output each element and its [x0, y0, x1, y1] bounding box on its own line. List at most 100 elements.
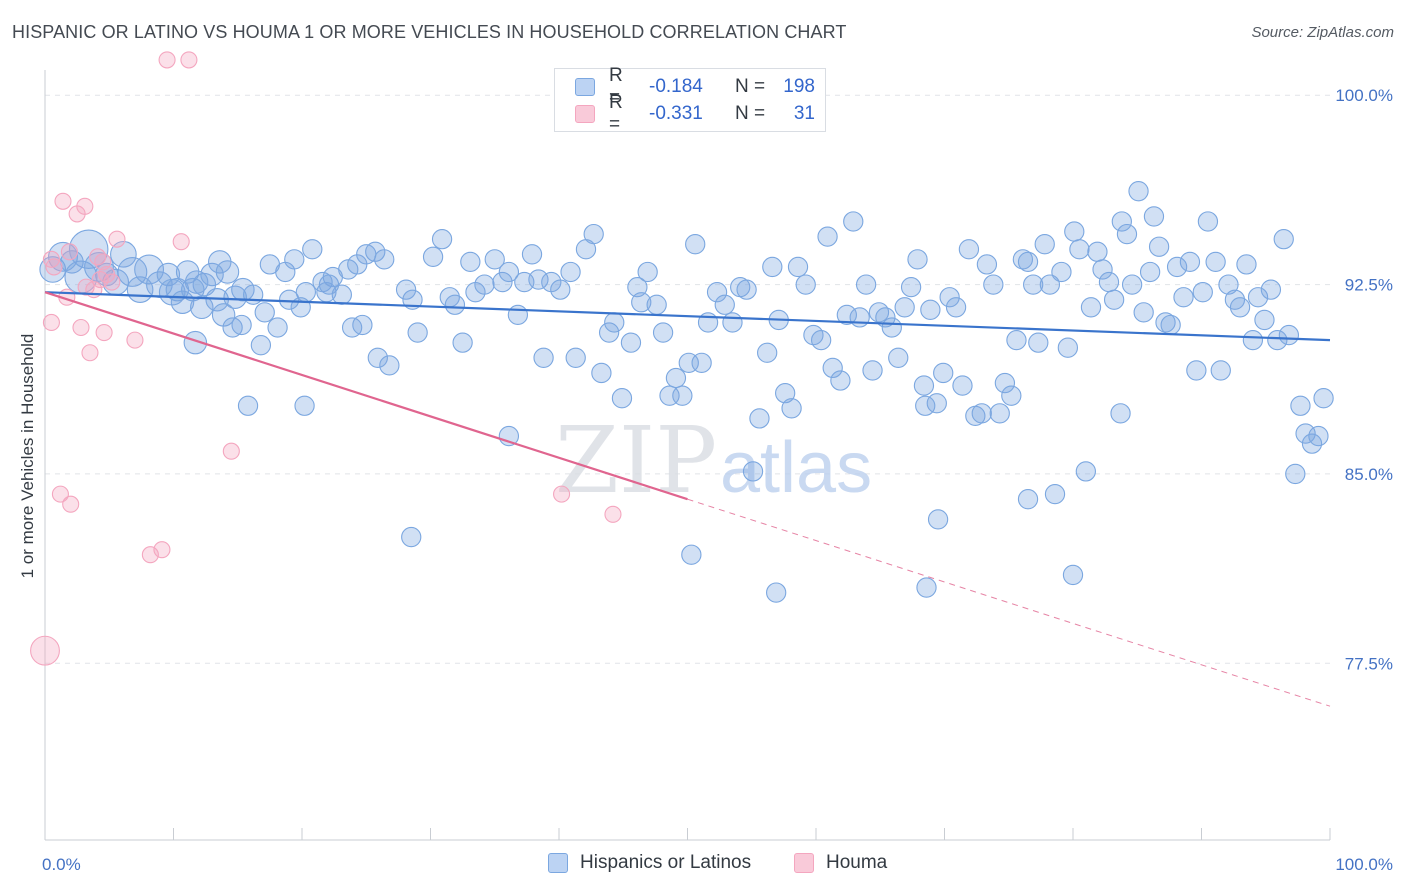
hispanic-point-131: [913, 375, 935, 396]
chart-title: HISPANIC OR LATINO VS HOUMA 1 OR MORE VE…: [12, 22, 847, 42]
hispanic-point-163: [1103, 289, 1125, 310]
hispanic-point-115: [810, 329, 832, 351]
hispanic-point-125: [875, 307, 896, 328]
series-legend-hispanic[interactable]: Hispanics or Latinos: [548, 852, 751, 874]
y-tick-label-0: 100.0%: [1335, 86, 1393, 105]
hispanic-point-64: [444, 294, 466, 315]
legend-r-label: R =: [609, 65, 623, 108]
hispanic-point-182: [1218, 274, 1239, 295]
hispanic-point-102: [722, 312, 743, 333]
hispanic-point-91: [646, 294, 667, 315]
trend-line-houma-extension: [687, 498, 1331, 707]
houma-point-30: [94, 253, 112, 271]
houma-point-25: [172, 233, 190, 251]
hispanic-point-8: [110, 240, 137, 268]
hispanic-point-51: [374, 249, 395, 270]
hispanic-point-159: [1080, 297, 1102, 318]
hispanic-point-100: [706, 282, 728, 303]
houma-point-13: [81, 344, 99, 362]
hispanic-point-37: [267, 317, 288, 338]
hispanic-point-121: [849, 307, 870, 328]
hispanic-point-118: [830, 370, 851, 391]
legend-n-value: 31: [793, 103, 815, 124]
hispanic-point-151: [1034, 234, 1055, 255]
houma-point-3: [45, 258, 63, 276]
hispanic-point-110: [775, 382, 796, 404]
hispanic-point-153: [1044, 483, 1066, 505]
hispanic-point-88: [627, 276, 648, 298]
tick-labels: 100.0% 92.5% 85.0% 77.5% 0.0% 100.0%: [42, 86, 1393, 874]
hispanic-point-95: [672, 385, 693, 406]
grid-lines: [45, 94, 1330, 664]
hispanic-point-11: [134, 254, 165, 285]
hispanic-point-132: [920, 299, 941, 320]
hispanic-point-38: [237, 395, 259, 416]
hispanic-point-140: [971, 403, 992, 424]
hispanic-point-191: [1273, 228, 1294, 250]
watermark-zip: ZIP: [555, 407, 717, 514]
hispanic-point-101: [714, 294, 735, 315]
trend-line-houma: [44, 291, 688, 501]
hispanic-point-35: [231, 314, 252, 336]
hispanic-point-87: [620, 332, 642, 353]
hispanic-point-92: [652, 322, 674, 343]
hispanic-point-209: [1111, 211, 1132, 232]
houma-point-27: [222, 442, 240, 460]
hispanic-point-71: [498, 261, 520, 283]
series-legend-houma[interactable]: Houma: [794, 852, 887, 874]
houma-point-7: [60, 243, 78, 261]
watermark: ZIP atlas: [555, 407, 872, 514]
legend-swatch-houma: [575, 105, 595, 123]
hispanic-point-119: [836, 304, 857, 326]
hispanic-point-164: [1110, 403, 1131, 424]
hispanic-point-59: [402, 289, 423, 310]
hispanic-point-82: [583, 223, 604, 245]
hispanic-point-27: [231, 277, 255, 302]
hispanic-point-53: [331, 284, 352, 305]
hispanic-point-138: [958, 239, 980, 260]
hispanic-point-36: [250, 335, 272, 356]
hispanic-point-113: [795, 274, 816, 295]
hispanic-point-161: [1092, 259, 1113, 280]
hispanic-point-18: [200, 262, 224, 287]
hispanic-point-94: [665, 367, 687, 389]
hispanic-point-76: [533, 347, 554, 368]
hispanic-point-186: [1242, 329, 1264, 351]
hispanic-point-170: [1143, 206, 1165, 227]
hispanic-point-62: [431, 228, 453, 250]
hispanic-point-106: [749, 408, 770, 429]
hispanic-point-136: [945, 297, 967, 318]
hispanic-point-120: [843, 211, 864, 232]
axes: [44, 70, 1331, 841]
houma-point-24: [158, 51, 176, 69]
hispanic-point-160: [1087, 241, 1108, 262]
hispanic-point-4: [68, 229, 109, 269]
hispanic-point-165: [1116, 223, 1138, 245]
source-label: Source: ZipAtlas.com: [1251, 24, 1394, 41]
series-legend-label: Houma: [826, 852, 888, 873]
hispanic-point-58: [395, 279, 417, 300]
houma-point-0: [30, 635, 60, 666]
hispanic-point-112: [787, 256, 809, 278]
houma-point-11: [76, 197, 94, 215]
hispanic-point-189: [1260, 279, 1282, 300]
hispanic-point-143: [989, 403, 1010, 424]
hispanic-point-185: [1236, 254, 1257, 275]
hispanic-point-28: [243, 284, 264, 305]
hispanic-point-68: [474, 274, 495, 295]
hispanic-point-66: [460, 251, 481, 273]
hispanic-point-89: [631, 292, 652, 313]
hispanic-point-166: [1121, 274, 1143, 295]
hispanic-point-175: [1173, 287, 1194, 308]
hispanic-point-192: [1278, 324, 1300, 346]
houma-point-10: [72, 318, 90, 337]
houma-point-4: [51, 485, 69, 503]
hispanic-point-150: [1028, 332, 1049, 353]
hispanic-point-171: [1148, 236, 1170, 257]
houma-point-1: [42, 313, 60, 332]
x-tick-label-max: 100.0%: [1335, 855, 1393, 874]
hispanic-point-155: [1057, 337, 1079, 358]
hispanic-point-207: [294, 395, 315, 416]
hispanic-point-134: [933, 362, 954, 384]
